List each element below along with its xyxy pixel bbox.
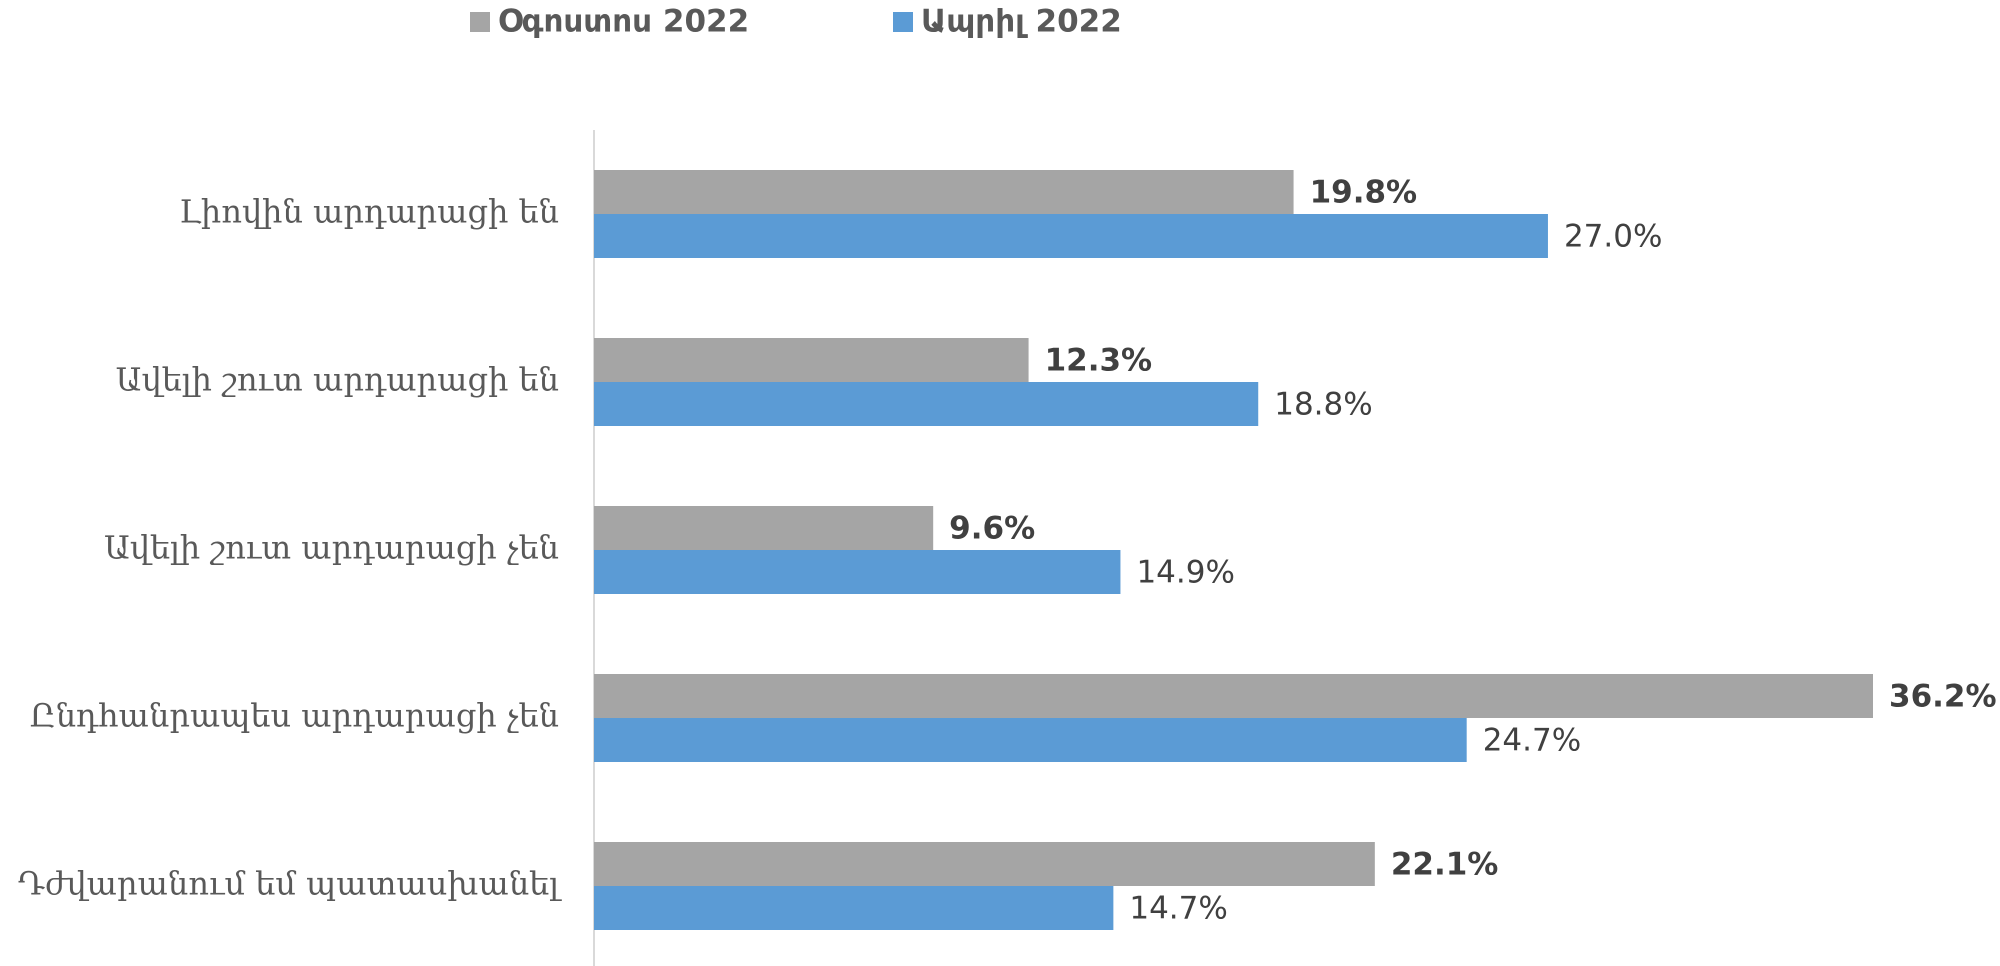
bar [594,382,1259,426]
value-label: 24.7% [1483,723,1581,759]
value-label: 9.6% [949,511,1035,547]
bar [594,674,1873,718]
legend-swatch [893,12,913,32]
value-label: 36.2% [1889,679,1997,715]
category-label: Ընդհանրապես արդարացի չեն [30,697,559,735]
legend-label: Օգոստոս 2022 [498,4,749,40]
bar [594,886,1114,930]
value-label: 12.3% [1045,343,1153,379]
value-label: 27.0% [1564,219,1662,255]
bar [594,718,1467,762]
bar [594,170,1294,214]
legend-label: Ապրիլ 2022 [921,4,1122,40]
bar [594,550,1121,594]
category-label: Դժվարանում եմ պատասխանել [18,865,562,903]
bar [594,506,934,550]
category-label: Ավելի շուտ արդարացի են [116,361,559,399]
value-label: 14.7% [1129,891,1227,927]
value-label: 19.8% [1310,175,1418,211]
category-label: Լիովին արդարացի են [179,193,559,231]
bar [594,214,1548,258]
bar [594,842,1375,886]
value-label: 14.9% [1136,555,1234,591]
legend-swatch [470,12,490,32]
value-label: 22.1% [1391,847,1499,883]
category-label: Ավելի շուտ արդարացի չեն [104,529,559,567]
value-label: 18.8% [1274,387,1372,423]
bar [594,338,1029,382]
